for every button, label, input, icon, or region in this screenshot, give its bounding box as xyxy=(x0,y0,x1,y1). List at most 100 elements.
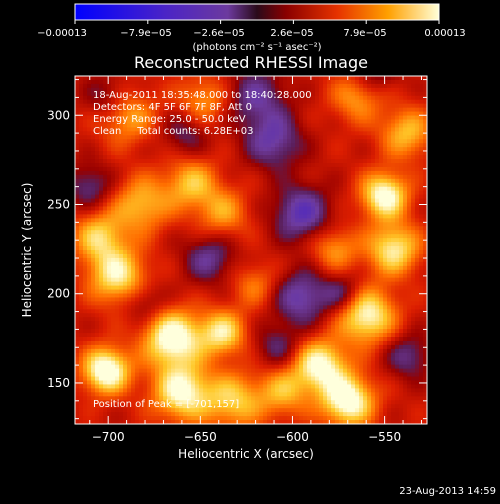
heatmap-cell xyxy=(319,108,324,113)
heatmap-cell xyxy=(287,131,292,136)
heatmap-cell xyxy=(403,116,408,121)
heatmap-cell xyxy=(75,96,80,101)
heatmap-cell xyxy=(403,294,408,299)
heatmap-cell xyxy=(387,290,392,295)
heatmap-cell xyxy=(295,254,300,259)
heatmap-cell xyxy=(415,127,420,132)
heatmap-cell xyxy=(95,155,100,160)
heatmap-cell xyxy=(163,238,168,243)
heatmap-cell xyxy=(391,246,396,251)
heatmap-cell xyxy=(183,163,188,168)
heatmap-cell xyxy=(83,278,88,283)
heatmap-cell xyxy=(303,250,308,255)
heatmap-cell xyxy=(343,155,348,160)
heatmap-cell xyxy=(403,254,408,259)
heatmap-cell xyxy=(91,155,96,160)
heatmap-cell xyxy=(115,282,120,287)
heatmap-cell xyxy=(275,278,280,283)
heatmap-cell xyxy=(415,191,420,196)
heatmap-cell xyxy=(239,214,244,219)
heatmap-cell xyxy=(155,151,160,156)
heatmap-cell xyxy=(343,139,348,144)
heatmap-cell xyxy=(123,167,128,172)
heatmap-cell xyxy=(371,290,376,295)
heatmap-cell xyxy=(383,250,388,255)
heatmap-cell xyxy=(379,226,384,231)
heatmap-cell xyxy=(387,203,392,208)
heatmap-cell xyxy=(259,226,264,231)
heatmap-cell xyxy=(103,274,108,279)
heatmap-cell xyxy=(175,254,180,259)
heatmap-cell xyxy=(319,88,324,93)
heatmap-cell xyxy=(215,84,220,89)
heatmap-cell xyxy=(299,151,304,156)
heatmap-cell xyxy=(147,274,152,279)
heatmap-cell xyxy=(227,262,232,267)
heatmap-cell xyxy=(283,203,288,208)
heatmap-cell xyxy=(387,254,392,259)
heatmap-cell xyxy=(139,191,144,196)
heatmap-cell xyxy=(303,214,308,219)
heatmap-cell xyxy=(207,179,212,184)
heatmap-cell xyxy=(295,210,300,215)
heatmap-cell xyxy=(79,195,84,200)
heatmap-cell xyxy=(271,203,276,208)
heatmap-cell xyxy=(203,286,208,291)
heatmap-cell xyxy=(335,135,340,140)
heatmap-cell xyxy=(363,258,368,263)
heatmap-cell xyxy=(267,266,272,271)
heatmap-cell xyxy=(307,143,312,148)
heatmap-cell xyxy=(171,222,176,227)
heatmap-cell xyxy=(343,258,348,263)
heatmap-cell xyxy=(363,195,368,200)
heatmap-cell xyxy=(239,195,244,200)
heatmap-cell xyxy=(87,262,92,267)
heatmap-cell xyxy=(227,254,232,259)
heatmap-cell xyxy=(259,246,264,251)
heatmap-cell xyxy=(139,147,144,152)
heatmap-cell xyxy=(199,278,204,283)
heatmap-cell xyxy=(399,139,404,144)
heatmap-cell xyxy=(107,151,112,156)
heatmap-cell xyxy=(419,135,424,140)
heatmap-cell xyxy=(319,76,324,81)
heatmap-cell xyxy=(195,238,200,243)
heatmap-cell xyxy=(171,199,176,204)
heatmap-cell xyxy=(183,183,188,188)
heatmap-cell xyxy=(335,294,340,299)
heatmap-cell xyxy=(231,218,236,223)
heatmap-cell xyxy=(259,290,264,295)
heatmap-cell xyxy=(143,187,148,192)
heatmap-cell xyxy=(331,218,336,223)
heatmap-cell xyxy=(107,238,112,243)
heatmap-cell xyxy=(415,76,420,81)
heatmap-cell xyxy=(399,207,404,212)
heatmap-cell xyxy=(407,290,412,295)
heatmap-cell xyxy=(219,246,224,251)
heatmap-cell xyxy=(79,187,84,192)
heatmap-cell xyxy=(247,147,252,152)
heatmap-cell xyxy=(127,278,132,283)
heatmap-cell xyxy=(87,163,92,168)
heatmap-cell xyxy=(79,116,84,121)
heatmap-cell xyxy=(211,151,216,156)
heatmap-cell xyxy=(407,163,412,168)
heatmap-cell xyxy=(211,191,216,196)
heatmap-cell xyxy=(271,187,276,192)
heatmap-cell xyxy=(331,88,336,93)
heatmap-cell xyxy=(159,171,164,176)
heatmap-cell xyxy=(247,250,252,255)
heatmap-cell xyxy=(151,139,156,144)
heatmap-cell xyxy=(267,171,272,176)
heatmap-cell xyxy=(175,159,180,164)
chart-title: Reconstructed RHESSI Image xyxy=(134,53,368,72)
heatmap-cell xyxy=(391,226,396,231)
heatmap-cell xyxy=(171,207,176,212)
heatmap-cell xyxy=(295,226,300,231)
heatmap-cell xyxy=(107,203,112,208)
heatmap-cell xyxy=(87,286,92,291)
heatmap-cell xyxy=(343,151,348,156)
heatmap-cell xyxy=(403,147,408,152)
heatmap-cell xyxy=(323,151,328,156)
heatmap-cell xyxy=(235,84,240,89)
